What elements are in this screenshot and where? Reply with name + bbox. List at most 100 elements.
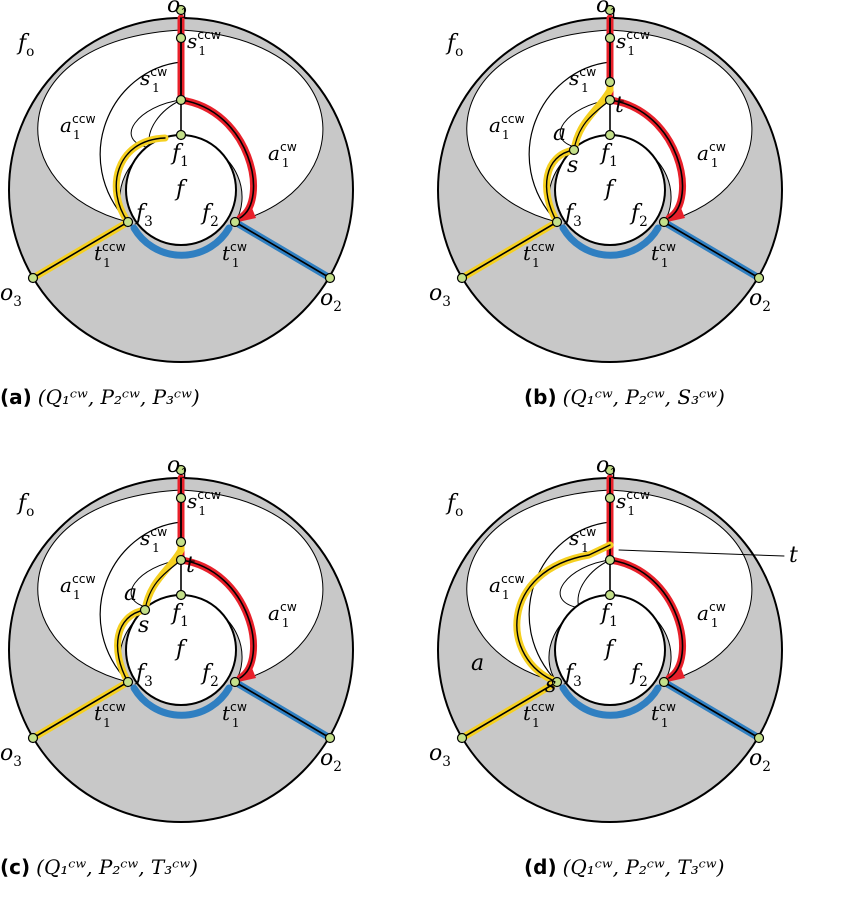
label-a1cw: acw 1: [268, 139, 297, 170]
yellow-path-outline: [115, 137, 166, 223]
label-s1cw: scw 1: [569, 524, 596, 555]
label-o3: o3: [429, 741, 451, 770]
vertex-s: [568, 144, 580, 156]
red-path-outline: [609, 17, 684, 219]
vertex-s1ccw: [604, 554, 616, 566]
label-a: a: [471, 651, 484, 676]
caption-c: (c) (Q₁ᶜʷ, P₂ᶜʷ, T₃ᶜʷ): [0, 855, 198, 879]
label-fo: fo: [445, 31, 463, 60]
vertex-o2: [324, 272, 336, 284]
caption-tuple: (Q₁ᶜʷ, P₂ᶜʷ, T₃ᶜʷ): [36, 855, 198, 879]
pointer-t: [618, 549, 785, 557]
vertex-t: [175, 536, 187, 548]
label-o2: o2: [749, 746, 771, 775]
red-arrowhead: [238, 208, 256, 222]
label-s1ccw: sccw 1: [187, 27, 221, 58]
caption-tuple: (Q₁ᶜʷ, P₂ᶜʷ, P₃ᶜʷ): [37, 385, 200, 409]
yellow-path-outline: [116, 609, 146, 683]
panel-d: o1 fo sccw 1 scw 1 accw 1 acw 1 f1 f f3 f2 tccw 1 tcw 1 o3…: [429, 453, 858, 906]
label-s1ccw: sccw 1: [187, 487, 221, 518]
spoke-o2: [663, 221, 760, 279]
yellow-path-outline: [516, 544, 611, 683]
label-s1cw: scw 1: [569, 64, 596, 95]
caption-tag: (a): [0, 385, 32, 409]
label-t: t: [186, 553, 195, 578]
vertex-f2: [658, 676, 670, 688]
vertex-f2: [229, 216, 241, 228]
label-t1cw: tcw 1: [222, 239, 247, 270]
blue-arc: [559, 684, 662, 719]
label-t1ccw: tccw 1: [94, 699, 126, 730]
red-path-outline: [609, 477, 684, 679]
label-o1: o1: [167, 0, 189, 22]
label-a: a: [124, 581, 137, 606]
label-fo: fo: [445, 491, 463, 520]
vertex-s1ccw: [175, 554, 187, 566]
label-s: s: [567, 153, 578, 178]
red-arrowhead: [667, 208, 685, 222]
spoke-o3: [32, 681, 129, 739]
label-a1ccw: accw 1: [60, 571, 96, 602]
label-o1: o1: [596, 0, 618, 22]
vertex-t: [604, 76, 616, 88]
vertex-s: [139, 604, 151, 616]
label-t: t: [789, 543, 798, 568]
spoke-o2: [234, 681, 331, 739]
panel-a: o1 fo sccw 1 scw 1 accw 1 acw 1 f1 f f3 f2 tccw 1 tcw 1 o3…: [0, 0, 429, 446]
vertex-s1cw: [604, 32, 616, 44]
label-o2: o2: [320, 746, 342, 775]
label-s: s: [545, 673, 556, 698]
vertex-o3: [27, 732, 39, 744]
label-s: s: [138, 613, 149, 638]
label-s1ccw: sccw 1: [616, 487, 650, 518]
label-t: t: [615, 93, 624, 118]
caption-tag: (b): [524, 385, 557, 409]
vertex-f2: [658, 216, 670, 228]
caption-tuple: (Q₁ᶜʷ, P₂ᶜʷ, T₃ᶜʷ): [562, 855, 725, 879]
blue-arc: [130, 224, 233, 259]
curve-a1ccw-inner: [99, 521, 182, 683]
red-arrowhead: [238, 668, 256, 682]
label-t1ccw: tccw 1: [523, 699, 555, 730]
vertex-o1: [604, 4, 616, 16]
vertex-f1: [604, 589, 616, 601]
vertex-f3: [122, 216, 134, 228]
vertex-s1ccw: [175, 94, 187, 106]
red-path-outline: [180, 477, 255, 679]
label-o3: o3: [0, 741, 22, 770]
caption-a: (a) (Q₁ᶜʷ, P₂ᶜʷ, P₃ᶜʷ): [0, 385, 200, 409]
label-t1ccw: tccw 1: [94, 239, 126, 270]
vertex-o3: [456, 272, 468, 284]
label-o2: o2: [320, 286, 342, 315]
yellow-path-outline: [545, 149, 575, 223]
label-o1: o1: [596, 453, 618, 482]
label-a1ccw: accw 1: [489, 111, 525, 142]
vertex-f2: [229, 676, 241, 688]
label-t1cw: tcw 1: [222, 699, 247, 730]
vertex-o1: [604, 464, 616, 476]
label-o1: o1: [167, 453, 189, 482]
label-fo: fo: [16, 491, 34, 520]
spoke-o3: [461, 681, 558, 739]
caption-d: (d) (Q₁ᶜʷ, P₂ᶜʷ, T₃ᶜʷ): [524, 855, 724, 879]
label-a: a: [553, 121, 566, 146]
vertex-f1: [175, 129, 187, 141]
label-a1cw: acw 1: [697, 599, 726, 630]
vertex-s1ccw: [604, 94, 616, 106]
label-o2: o2: [749, 286, 771, 315]
caption-tag: (d): [524, 855, 557, 879]
vertex-f3: [551, 676, 563, 688]
vertex-o3: [456, 732, 468, 744]
label-a1ccw: accw 1: [489, 571, 525, 602]
vertex-f1: [604, 129, 616, 141]
spoke-o2: [234, 221, 331, 279]
vertex-f3: [551, 216, 563, 228]
label-a1cw: acw 1: [268, 599, 297, 630]
curve-a1ccw-inner: [99, 61, 182, 223]
label-a1cw: acw 1: [697, 139, 726, 170]
vertex-o2: [753, 272, 765, 284]
spoke-o3: [32, 221, 129, 279]
red-path-outline: [180, 17, 255, 219]
label-s1cw: scw 1: [140, 524, 167, 555]
